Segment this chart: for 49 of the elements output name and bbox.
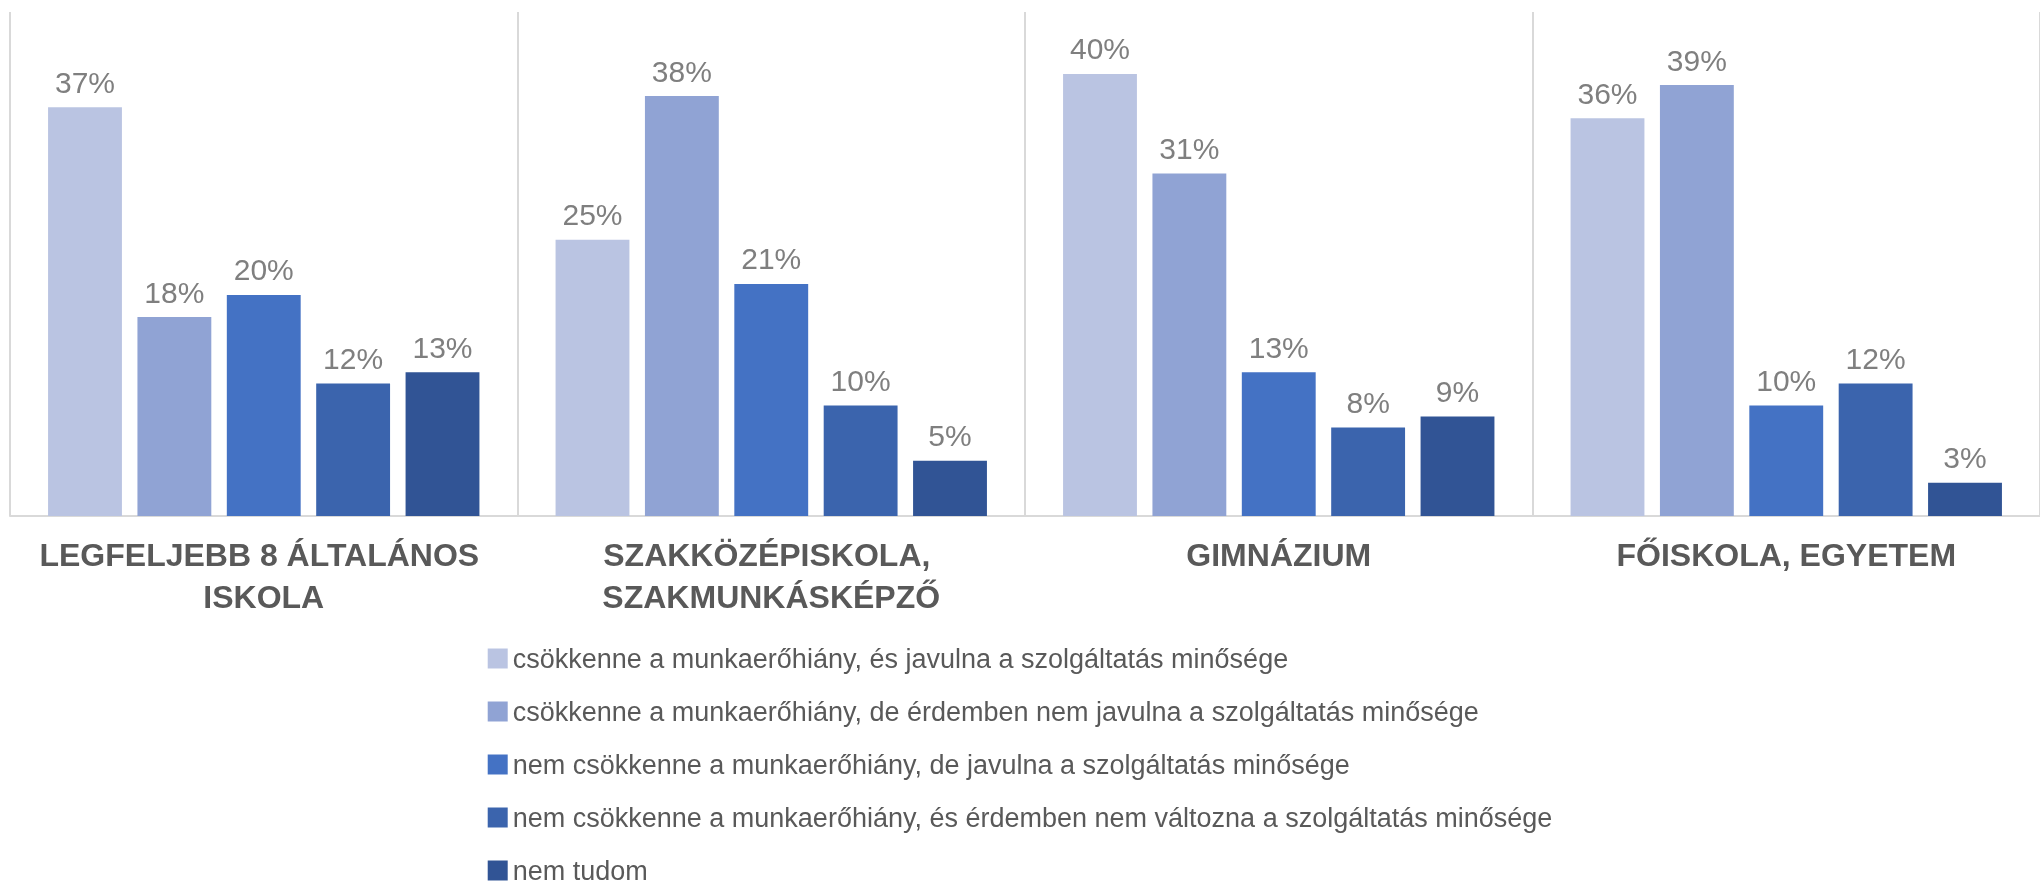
data-label: 25% (562, 198, 623, 232)
bar (1659, 85, 1734, 516)
data-label: 20% (233, 253, 294, 287)
bar (1152, 173, 1227, 516)
data-label: 3% (1943, 441, 1987, 475)
legend-label: nem csökkenne a munkaerőhiány, és érdemben nem változna a szolgáltatás minősége (512, 802, 1553, 833)
data-label: 10% (1756, 364, 1817, 397)
data-label: 21% (741, 242, 802, 276)
data-label: 13% (412, 330, 473, 364)
legend-label: csökkenne a munkaerőhiány, de érdemben nem javulna a szolgáltatás minősége (512, 696, 1479, 727)
bar (555, 239, 630, 516)
bar (48, 107, 122, 516)
data-label: 8% (1346, 386, 1390, 420)
bar (644, 96, 719, 516)
bar (734, 283, 809, 516)
data-label: 37% (54, 65, 116, 99)
bar (1570, 118, 1645, 516)
data-label: 18% (144, 275, 205, 309)
bar (316, 383, 391, 516)
data-label: 13% (1248, 330, 1309, 364)
bar (405, 372, 480, 516)
data-label: 36% (1577, 76, 1638, 110)
bar (1241, 372, 1316, 516)
legend-label: nem csökkenne a munkaerőhiány, de javulna a szolgáltatás minősége (512, 749, 1350, 780)
data-label: 31% (1159, 131, 1220, 165)
legend-label: csökkenne a munkaerőhiány, és javulna a szolgáltatás minősége (512, 643, 1289, 674)
bar (1749, 405, 1824, 516)
data-label: 12% (323, 341, 384, 375)
data-label: 10% (830, 364, 891, 397)
bar (913, 460, 987, 516)
data-label: 39% (1666, 43, 1727, 77)
bar (226, 295, 301, 516)
x-tick-label: GIMNÁZIUM (1186, 537, 1372, 573)
x-tick-label: FŐISKOLA, EGYETEM (1616, 537, 1957, 573)
data-label: 12% (1845, 341, 1906, 375)
data-label: 40% (1069, 32, 1131, 66)
bar (1063, 73, 1137, 516)
bar (1838, 383, 1913, 516)
x-tick-label: LEGFELJEBB 8 ÁLTALÁNOS ISKOLA (39, 537, 489, 615)
data-label: 38% (651, 54, 712, 88)
bar (137, 317, 212, 516)
bar (1420, 416, 1495, 516)
data-label: 5% (928, 419, 972, 453)
bar (1331, 427, 1406, 516)
legend-label: nem tudom (512, 855, 648, 886)
bar (823, 405, 898, 516)
data-label: 9% (1435, 375, 1480, 409)
bar (1928, 482, 2002, 516)
x-tick-label: SZAKKÖZÉPISKOLA, SZAKMUNKÁSKÉPZŐ (602, 537, 941, 615)
